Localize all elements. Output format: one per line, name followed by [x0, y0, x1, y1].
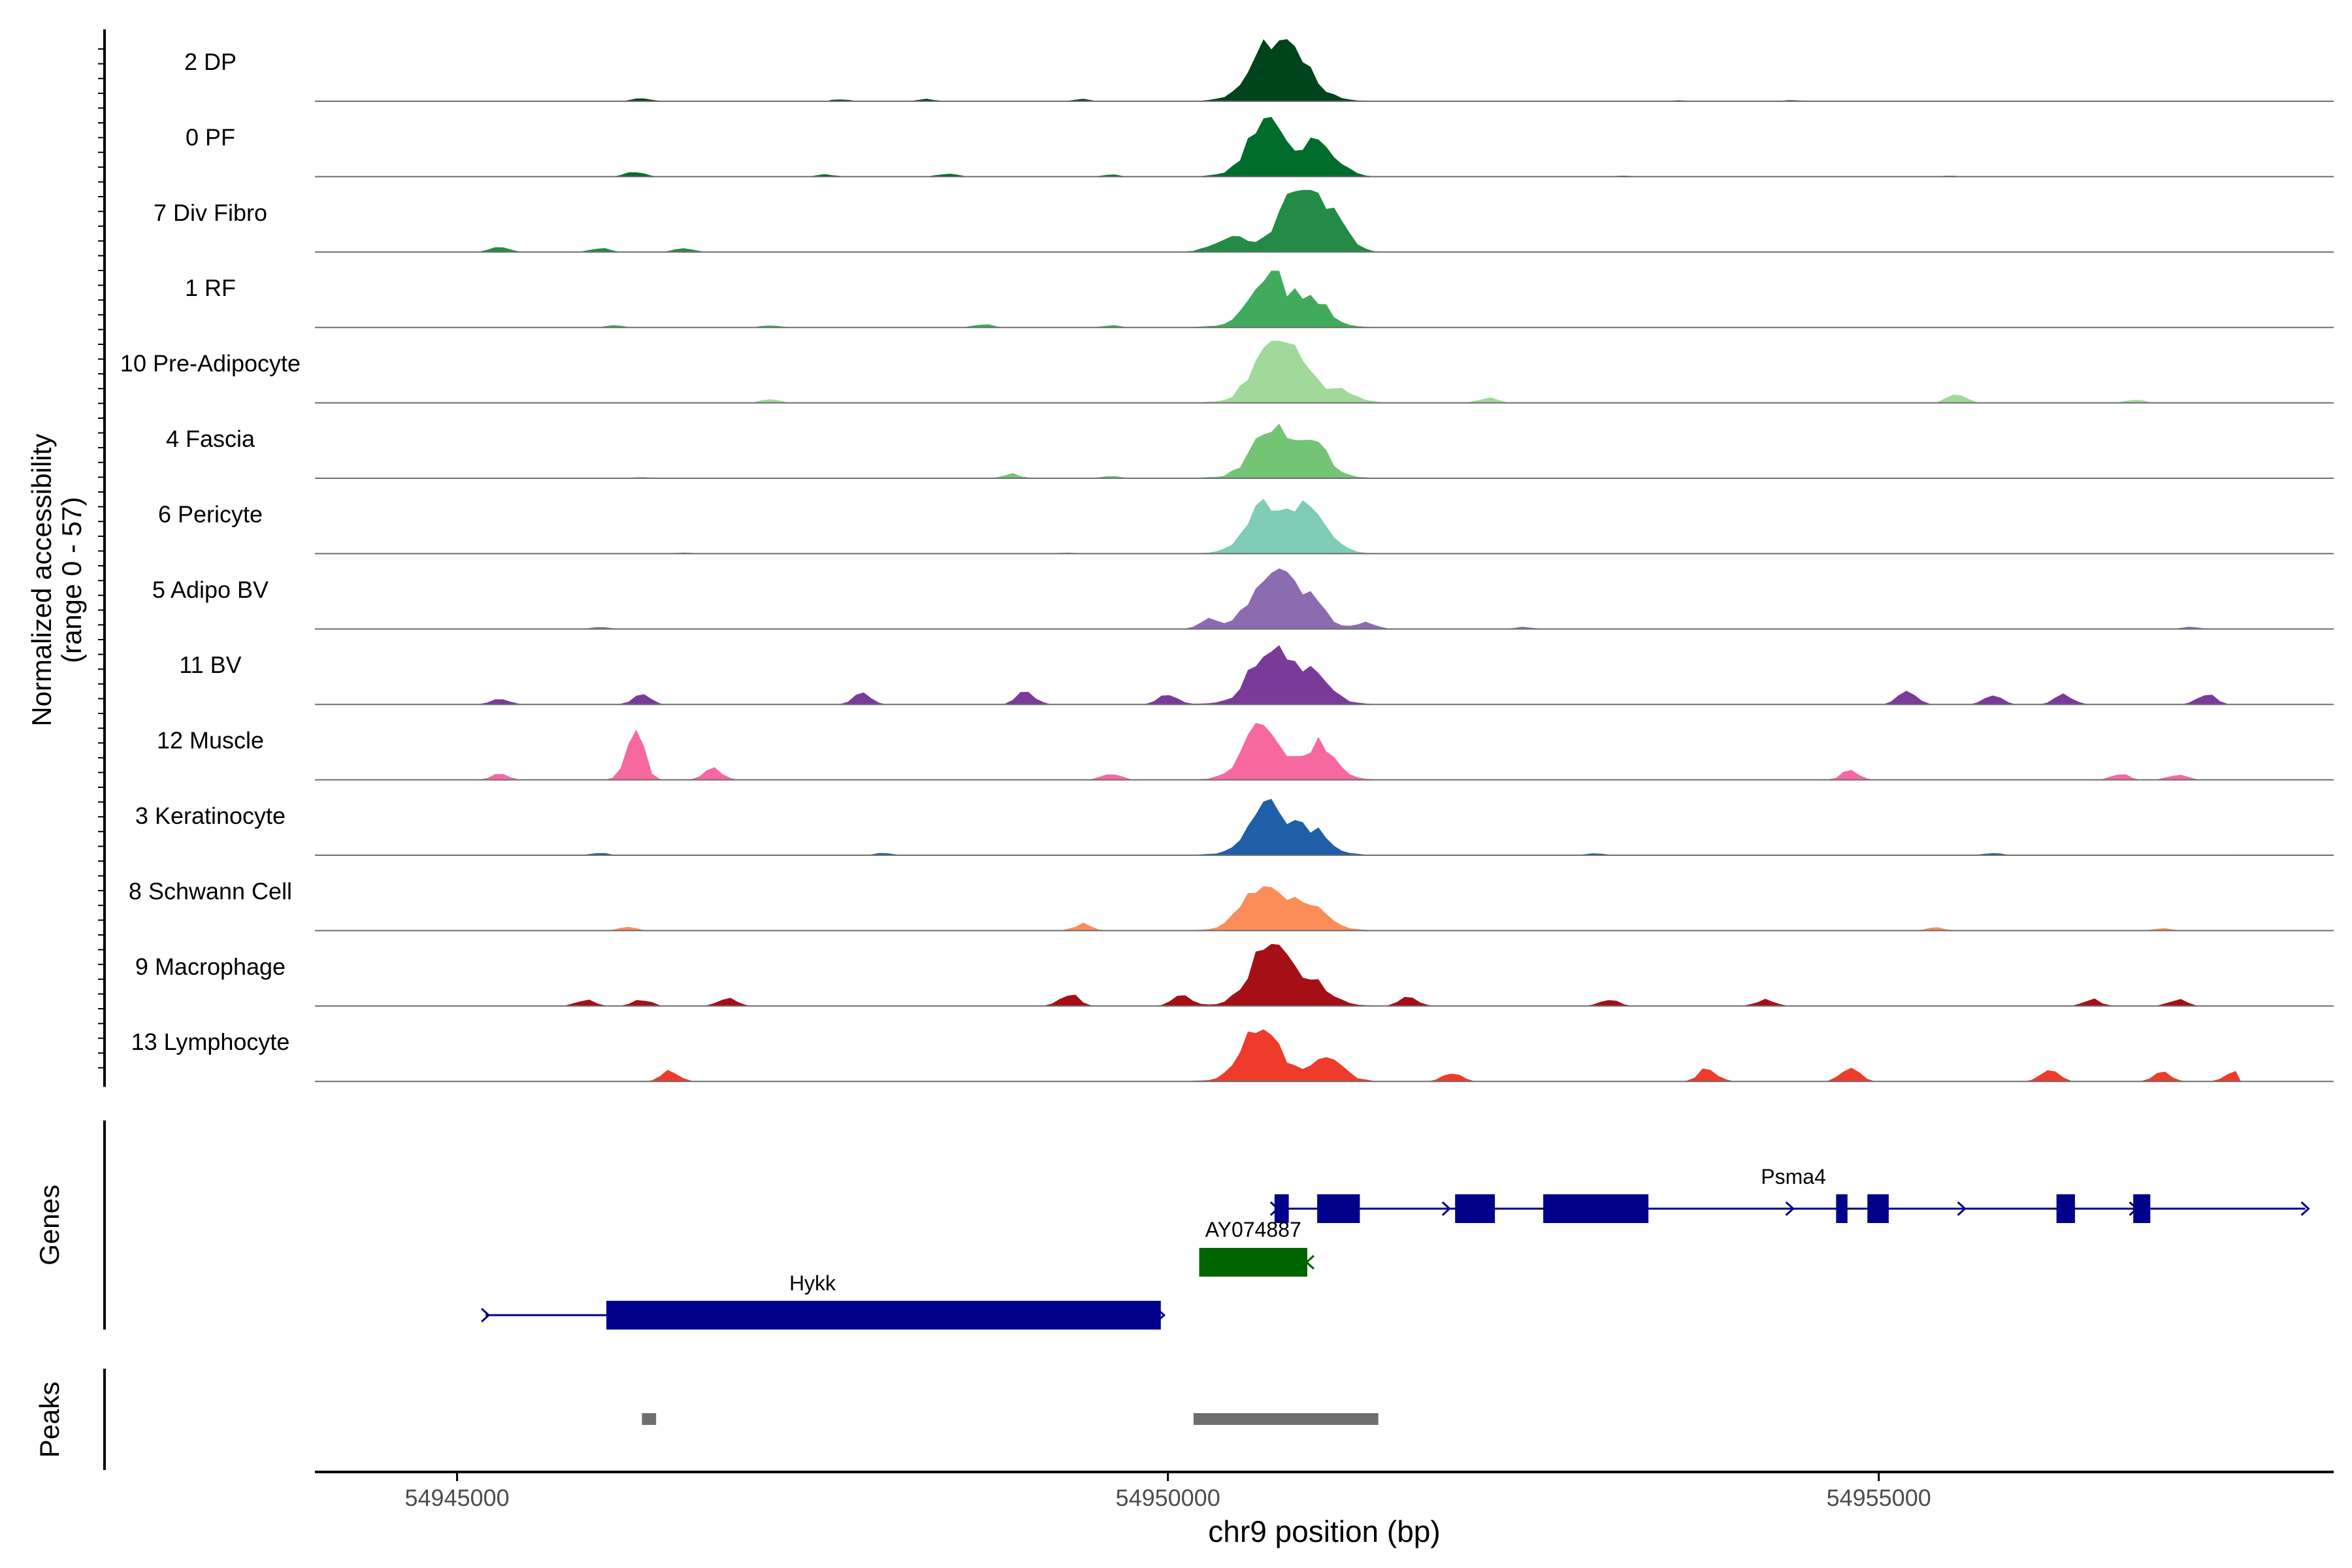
track-8-schwann-cell: 8 Schwann Cell	[129, 877, 2334, 932]
strand-chevron	[1305, 1254, 1315, 1270]
track-label: 5 Adipo BV	[152, 576, 269, 603]
track-label: 13 Lymphocyte	[131, 1028, 290, 1055]
gene-psma4: Psma4	[1269, 1165, 2310, 1223]
y-axis-label-line2: (range 0 - 57)	[56, 497, 87, 663]
strand-chevron	[1957, 1201, 1967, 1217]
coverage-area	[315, 340, 2241, 403]
coverage-y-axis	[98, 29, 106, 1087]
coverage-area	[315, 189, 2241, 252]
coverage-area	[315, 423, 2241, 478]
track-label: 10 Pre-Adipocyte	[120, 350, 301, 377]
gene-exon	[1836, 1194, 1848, 1223]
coverage-area	[315, 943, 2241, 1006]
coverage-area	[315, 568, 2241, 629]
coverage-tracks: 2 DP 0 PF 7 Div Fibro 1 RF 10 Pre-Adipocyte 4…	[120, 39, 2334, 1083]
track-0-pf: 0 PF	[186, 116, 2334, 178]
gene-exon	[1199, 1248, 1307, 1277]
coverage-area	[315, 39, 2241, 101]
strand-chevron	[1785, 1201, 1795, 1217]
track-10-pre-adipocyte: 10 Pre-Adipocyte	[120, 340, 2334, 404]
peak-region	[642, 1413, 657, 1425]
track-label: 8 Schwann Cell	[129, 877, 292, 904]
gene-label: Hykk	[789, 1271, 836, 1295]
gene-exon	[1274, 1194, 1289, 1223]
coverage-area	[315, 723, 2241, 780]
track-label: 12 Muscle	[157, 727, 264, 754]
x-axis-ticks: 54945000 54950000 54955000	[405, 1472, 1931, 1511]
track-label: 6 Pericyte	[158, 500, 263, 527]
coverage-area	[315, 498, 2241, 554]
gene-hykk: Hykk	[481, 1271, 1166, 1330]
track-label: 0 PF	[186, 123, 235, 150]
genes-track-label: Genes	[34, 1184, 65, 1266]
gene-exon	[606, 1301, 1161, 1330]
track-label: 3 Keratinocyte	[135, 802, 286, 829]
track-3-keratinocyte: 3 Keratinocyte	[135, 798, 2334, 856]
track-7-div-fibro: 7 Div Fibro	[154, 189, 2334, 253]
strand-chevron	[481, 1307, 491, 1323]
gene-label: Psma4	[1761, 1165, 1826, 1188]
track-4-fascia: 4 Fascia	[166, 423, 2334, 479]
x-axis-title: chr9 position (bp)	[1208, 1514, 1440, 1548]
gene-exon	[1455, 1194, 1495, 1223]
track-label: 9 Macrophage	[135, 953, 286, 980]
x-tick-label: 54955000	[1827, 1484, 1931, 1511]
coverage-area	[315, 886, 2241, 931]
track-6-pericyte: 6 Pericyte	[158, 498, 2334, 555]
track-label: 2 DP	[184, 48, 237, 75]
coverage-area	[315, 270, 2241, 328]
track-label: 1 RF	[185, 274, 236, 301]
gene-exon	[2056, 1194, 2075, 1223]
coverage-area	[315, 116, 2241, 177]
track-13-lymphocyte: 13 Lymphocyte	[131, 1028, 2334, 1083]
track-1-rf: 1 RF	[185, 270, 2334, 329]
gene-ay074887: AY074887	[1199, 1218, 1315, 1277]
peak-region	[1193, 1413, 1379, 1425]
track-label: 11 BV	[179, 651, 241, 678]
gene-label: AY074887	[1205, 1218, 1301, 1241]
peaks-track-label: Peaks	[34, 1382, 65, 1458]
track-2-dp: 2 DP	[184, 39, 2334, 102]
gene-exon	[1317, 1194, 1360, 1223]
strand-chevron	[1441, 1201, 1452, 1217]
x-tick-label: 54950000	[1116, 1484, 1220, 1511]
track-12-muscle: 12 Muscle	[157, 723, 2334, 781]
gene-exon	[2133, 1194, 2151, 1223]
track-label: 7 Div Fibro	[154, 199, 267, 226]
coverage-area	[315, 798, 2241, 855]
gene-exon	[1867, 1194, 1889, 1223]
track-11-bv: 11 BV	[179, 645, 2334, 706]
peak-regions	[642, 1413, 1379, 1425]
track-label: 4 Fascia	[166, 425, 255, 452]
gene-annotations: Psma4 AY074887 Hykk	[481, 1165, 2310, 1330]
coverage-area	[315, 1029, 2241, 1082]
x-tick-label: 54945000	[405, 1484, 510, 1511]
track-5-adipo-bv: 5 Adipo BV	[152, 568, 2334, 630]
track-9-macrophage: 9 Macrophage	[135, 943, 2334, 1007]
gene-exon	[1543, 1194, 1649, 1223]
coverage-area	[315, 645, 2241, 705]
y-axis-label-line1: Normalized accessibility	[26, 434, 57, 727]
strand-chevron	[2300, 1201, 2310, 1217]
